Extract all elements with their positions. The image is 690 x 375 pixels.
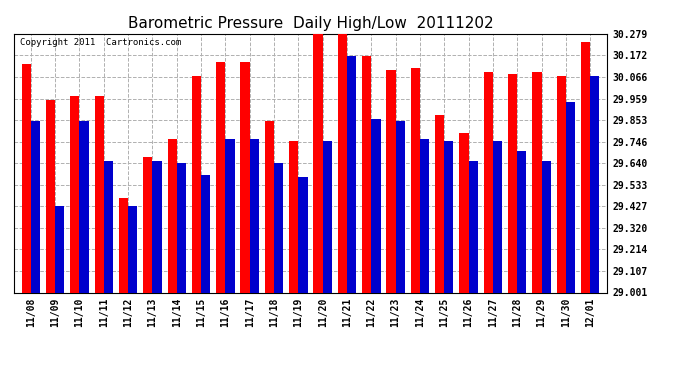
Bar — [435, 114, 444, 292]
Bar — [493, 141, 502, 292]
Bar — [460, 133, 469, 292]
Bar — [274, 163, 284, 292]
Bar — [226, 139, 235, 292]
Bar — [420, 139, 429, 292]
Bar — [581, 42, 590, 292]
Bar — [55, 206, 64, 292]
Bar — [79, 121, 89, 292]
Bar — [590, 76, 600, 292]
Bar — [518, 151, 526, 292]
Bar — [444, 141, 453, 292]
Text: Copyright 2011  Cartronics.com: Copyright 2011 Cartronics.com — [20, 38, 181, 46]
Bar — [298, 177, 308, 292]
Bar — [411, 68, 420, 292]
Bar — [46, 100, 55, 292]
Bar — [386, 70, 395, 292]
Bar — [469, 161, 477, 292]
Bar — [21, 64, 31, 292]
Bar — [144, 157, 152, 292]
Bar — [177, 163, 186, 292]
Bar — [119, 198, 128, 292]
Bar — [128, 206, 137, 292]
Bar — [542, 161, 551, 292]
Bar — [95, 96, 103, 292]
Bar — [265, 121, 274, 292]
Bar — [201, 175, 210, 292]
Bar — [104, 161, 113, 292]
Bar — [395, 121, 405, 292]
Bar — [313, 33, 323, 292]
Bar — [289, 141, 298, 292]
Bar — [70, 96, 79, 292]
Title: Barometric Pressure  Daily High/Low  20111202: Barometric Pressure Daily High/Low 20111… — [128, 16, 493, 31]
Bar — [557, 76, 566, 292]
Bar — [168, 139, 177, 292]
Bar — [250, 139, 259, 292]
Bar — [362, 56, 371, 292]
Bar — [347, 56, 356, 292]
Bar — [240, 62, 250, 292]
Bar — [31, 121, 40, 292]
Bar — [532, 72, 542, 292]
Bar — [508, 74, 518, 292]
Bar — [371, 118, 381, 292]
Bar — [484, 72, 493, 292]
Bar — [566, 102, 575, 292]
Bar — [323, 141, 332, 292]
Bar — [216, 62, 226, 292]
Bar — [152, 161, 161, 292]
Bar — [192, 76, 201, 292]
Bar — [337, 33, 347, 292]
